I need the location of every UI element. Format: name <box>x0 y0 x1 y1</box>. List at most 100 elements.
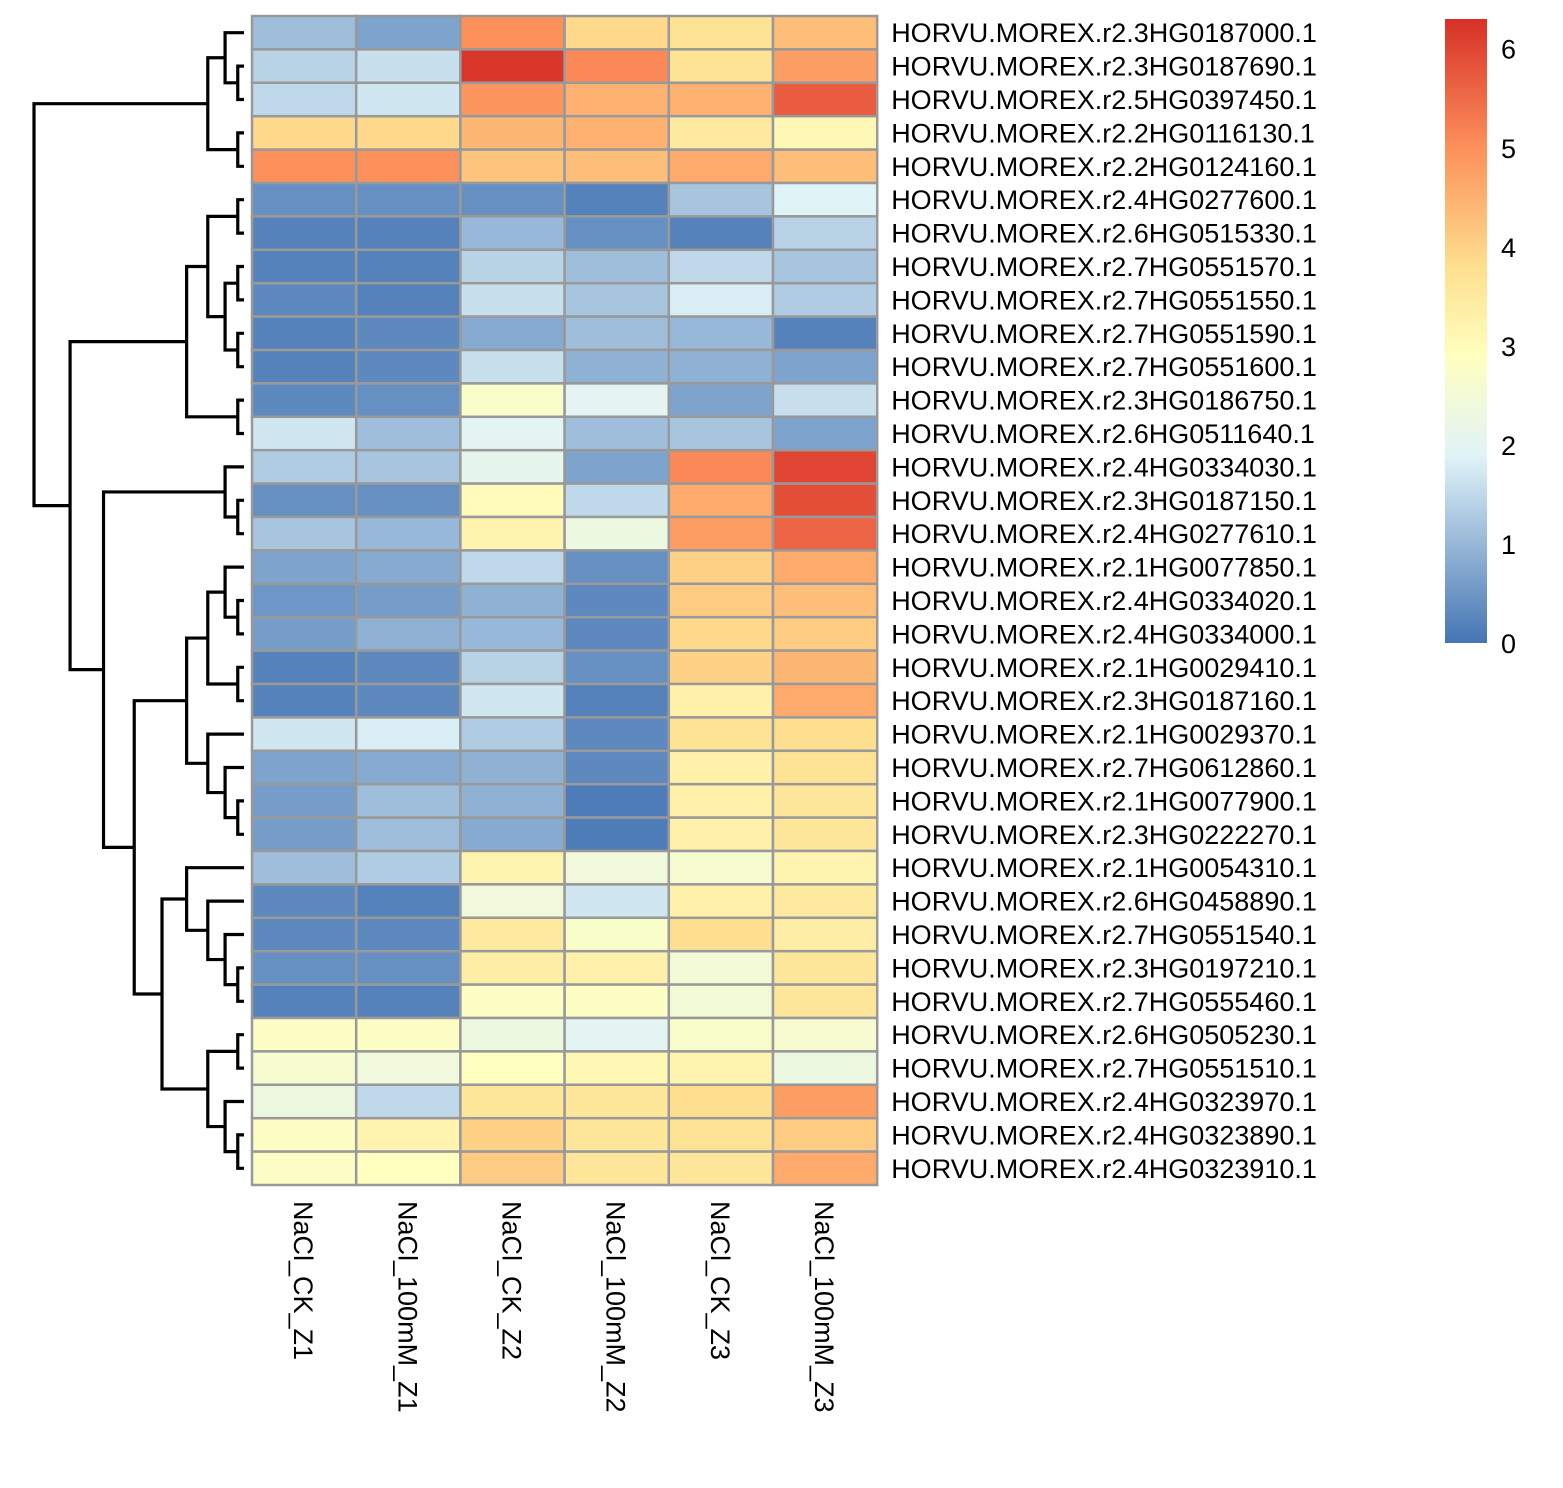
heatmap-cell <box>354 649 462 686</box>
heatmap-cell <box>250 248 358 285</box>
heatmap-cell <box>459 916 566 953</box>
heatmap-cell <box>563 281 671 318</box>
row-label: HORVU.MOREX.r2.1HG0029410.1 <box>891 653 1317 683</box>
heatmap-cell <box>354 1050 462 1087</box>
heatmap-cell <box>667 148 775 185</box>
heatmap-cell <box>667 1116 775 1153</box>
dendrogram-branch <box>185 264 238 419</box>
heatmap-cell <box>667 1150 775 1187</box>
heatmap-cell <box>771 916 879 953</box>
row-dendrogram <box>32 31 244 1170</box>
dendrogram-branch <box>68 340 187 672</box>
colorbar-tick-label: 1 <box>1501 530 1516 560</box>
colorbar-tick-label: 0 <box>1501 629 1516 659</box>
heatmap-cell <box>459 1083 566 1120</box>
heatmap-cell <box>354 682 462 719</box>
row-label: HORVU.MOREX.r2.4HG0334020.1 <box>891 586 1317 616</box>
row-label: HORVU.MOREX.r2.4HG0334000.1 <box>891 619 1317 649</box>
heatmap-cell <box>250 148 358 185</box>
colorbar-ticks: 0 1 2 3 4 5 6 <box>1501 35 1516 659</box>
dendrogram-branch <box>223 1099 244 1154</box>
heatmap-cell <box>667 849 775 886</box>
heatmap-cell <box>771 1050 879 1087</box>
heatmap-cell <box>563 649 671 686</box>
heatmap-cell <box>250 14 358 51</box>
heatmap-cell <box>459 883 566 920</box>
row-label: HORVU.MOREX.r2.7HG0551510.1 <box>891 1054 1317 1084</box>
row-label: HORVU.MOREX.r2.6HG0511640.1 <box>891 419 1315 449</box>
row-label: HORVU.MOREX.r2.7HG0551550.1 <box>891 285 1317 315</box>
column-labels: NaCl_CK_Z1 NaCl_100mM_Z1 NaCl_CK_Z2 NaCl_10… <box>288 1201 839 1413</box>
heatmap-cell <box>459 1050 566 1087</box>
heatmap-cell <box>459 1116 566 1153</box>
row-label: HORVU.MOREX.r2.6HG0458890.1 <box>891 887 1317 917</box>
heatmap-cell <box>250 782 358 819</box>
heatmap-cell <box>459 482 566 519</box>
dendrogram-branch <box>223 31 244 85</box>
heatmap-cell <box>563 181 671 218</box>
heatmap-cell <box>667 281 775 318</box>
row-label: HORVU.MOREX.r2.7HG0555460.1 <box>891 987 1317 1017</box>
heatmap-cell <box>667 315 775 352</box>
heatmap-cell <box>771 716 879 753</box>
heatmap-cell <box>354 883 462 920</box>
heatmap-cell <box>459 816 566 853</box>
heatmap-cell <box>354 14 462 51</box>
dendrogram-branch <box>236 498 244 536</box>
heatmap-cell <box>250 1150 358 1187</box>
heatmap-cell <box>771 816 879 853</box>
heatmap-cell <box>563 81 671 118</box>
heatmap-cell <box>250 114 358 151</box>
heatmap-cell <box>459 48 566 85</box>
dendrogram-branch <box>132 699 187 996</box>
heatmap-cell <box>771 649 879 686</box>
heatmap-cell <box>771 749 879 786</box>
dendrogram-branch <box>223 281 238 352</box>
heatmap-cell <box>563 549 671 586</box>
heatmap-cell <box>771 482 879 519</box>
heatmap-cell <box>459 716 566 753</box>
heatmap-cell <box>354 215 462 252</box>
column-label: NaCl_100mM_Z3 <box>809 1201 839 1413</box>
heatmap-cell <box>771 983 879 1020</box>
row-label: HORVU.MOREX.r2.3HG0187000.1 <box>891 18 1317 48</box>
heatmap-cell <box>250 749 358 786</box>
heatmap-cell <box>459 415 566 452</box>
heatmap-cell <box>667 448 775 485</box>
row-label: HORVU.MOREX.r2.4HG0323890.1 <box>891 1120 1317 1150</box>
heatmap-cell <box>354 1016 462 1053</box>
heatmap-cell <box>459 315 566 352</box>
heatmap-cell <box>771 1083 879 1120</box>
row-label: HORVU.MOREX.r2.3HG0197210.1 <box>891 953 1317 983</box>
heatmap-cell <box>250 615 358 652</box>
heatmap-cell <box>667 1083 775 1120</box>
heatmap-cell <box>459 949 566 986</box>
heatmap-cell <box>667 682 775 719</box>
heatmap-cell <box>459 1016 566 1053</box>
heatmap-cell <box>459 983 566 1020</box>
heatmap-cell <box>354 148 462 185</box>
heatmap-cell <box>771 348 879 385</box>
row-label: HORVU.MOREX.r2.4HG0277610.1 <box>891 519 1317 549</box>
row-label: HORVU.MOREX.r2.3HG0187160.1 <box>891 686 1317 716</box>
heatmap-cell <box>250 1083 358 1120</box>
heatmap-cell <box>667 716 775 753</box>
column-label: NaCl_CK_Z3 <box>705 1201 735 1360</box>
dendrogram-branch <box>236 398 244 436</box>
heatmap-cell <box>459 114 566 151</box>
heatmap-cell <box>563 682 671 719</box>
dendrogram-branch <box>206 590 238 686</box>
heatmap-cell <box>354 415 462 452</box>
heatmap-cell <box>459 682 566 719</box>
heatmap-cell <box>563 1083 671 1120</box>
heatmap-cell <box>354 1116 462 1153</box>
heatmap-cell <box>354 1150 462 1187</box>
heatmap-cell <box>563 816 671 853</box>
heatmap-cell <box>354 181 462 218</box>
dendrogram-branch <box>236 966 244 1003</box>
heatmap-cell <box>771 1150 879 1187</box>
row-label: HORVU.MOREX.r2.4HG0334030.1 <box>891 452 1317 482</box>
dendrogram-branch <box>223 565 244 619</box>
heatmap-cell <box>667 114 775 151</box>
heatmap-cell <box>563 348 671 385</box>
